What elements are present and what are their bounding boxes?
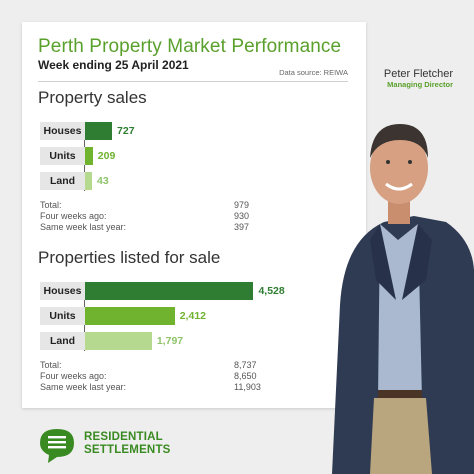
brand-line-2: SETTLEMENTS <box>84 444 171 456</box>
bar-row-houses: Houses 727 <box>38 122 358 140</box>
stat-label: Same week last year: <box>40 222 127 232</box>
stat-value: 8,737 <box>234 360 257 370</box>
bar-houses <box>85 282 254 300</box>
stat-row: Four weeks ago: 8,650 <box>38 371 358 382</box>
brand-line-1: RESIDENTIAL <box>84 431 163 443</box>
category-label: Houses <box>40 122 85 140</box>
bar-units <box>85 307 175 325</box>
market-card: Perth Property Market Performance Week e… <box>22 22 366 408</box>
summary-stats: Total: 8,737 Four weeks ago: 8,650 Same week… <box>38 360 358 393</box>
bar-value-label: 2,412 <box>179 310 206 322</box>
bar-value-label: 1,797 <box>156 335 184 347</box>
bar-houses <box>85 122 113 140</box>
data-source: Data source: REIWA <box>279 68 348 77</box>
stat-label: Four weeks ago: <box>40 211 107 221</box>
bar-value-label: 727 <box>117 125 135 137</box>
stat-row: Same week last year: 397 <box>38 222 358 233</box>
bar-row-houses: Houses 4,528 <box>38 282 358 300</box>
category-label: Land <box>40 172 85 190</box>
director-portrait <box>332 124 474 474</box>
stat-row: Same week last year: 11,903 <box>38 382 358 393</box>
bar-value-label: 4,528 <box>258 285 285 297</box>
bar-value-label: 43 <box>97 175 109 187</box>
stat-row: Total: 979 <box>38 200 358 211</box>
stat-value: 11,903 <box>234 382 261 392</box>
sales-chart: Houses 727 Units 209 Land 43 Total: 979 Four wee… <box>38 122 358 242</box>
person-role: Managing Director <box>387 80 453 89</box>
stat-label: Four weeks ago: <box>40 371 107 381</box>
stat-row: Total: 8,737 <box>38 360 358 371</box>
category-label: Units <box>40 307 85 325</box>
header-divider <box>38 81 348 82</box>
bar-land <box>85 172 92 190</box>
stat-value: 979 <box>234 200 250 210</box>
stat-value: 397 <box>234 222 250 232</box>
category-label: Land <box>40 332 85 350</box>
sales-section-title: Property sales <box>38 88 147 107</box>
stat-label: Total: <box>40 200 62 210</box>
bar-units <box>85 147 93 165</box>
bar-row-land: Land 1,797 <box>38 332 358 350</box>
stat-row: Four weeks ago: 930 <box>38 211 358 222</box>
bar-land <box>85 332 152 350</box>
stat-value: 8,650 <box>234 371 257 381</box>
chat-bubble-icon <box>40 429 74 463</box>
week-subtitle: Week ending 25 April 2021 <box>38 58 189 72</box>
page-title: Perth Property Market Performance <box>38 36 342 57</box>
brand-name: RESIDENTIAL SETTLEMENTS <box>84 431 171 457</box>
stat-value: 930 <box>234 211 250 221</box>
category-label: Units <box>40 147 85 165</box>
summary-stats: Total: 979 Four weeks ago: 930 Same week las… <box>38 200 358 233</box>
stat-label: Same week last year: <box>40 382 127 392</box>
bar-row-land: Land 43 <box>38 172 358 190</box>
bar-value-label: 209 <box>97 150 116 162</box>
person-name: Peter Fletcher <box>383 68 453 80</box>
company-logo: RESIDENTIAL SETTLEMENTS <box>36 425 176 465</box>
bar-row-units: Units 2,412 <box>38 307 358 325</box>
listings-section-title: Properties listed for sale <box>38 248 221 267</box>
stat-label: Total: <box>40 360 62 370</box>
bar-row-units: Units 209 <box>38 147 358 165</box>
category-label: Houses <box>40 282 85 300</box>
listings-chart: Houses 4,528 Units 2,412 Land 1,797 Total: 8,73… <box>38 282 358 402</box>
